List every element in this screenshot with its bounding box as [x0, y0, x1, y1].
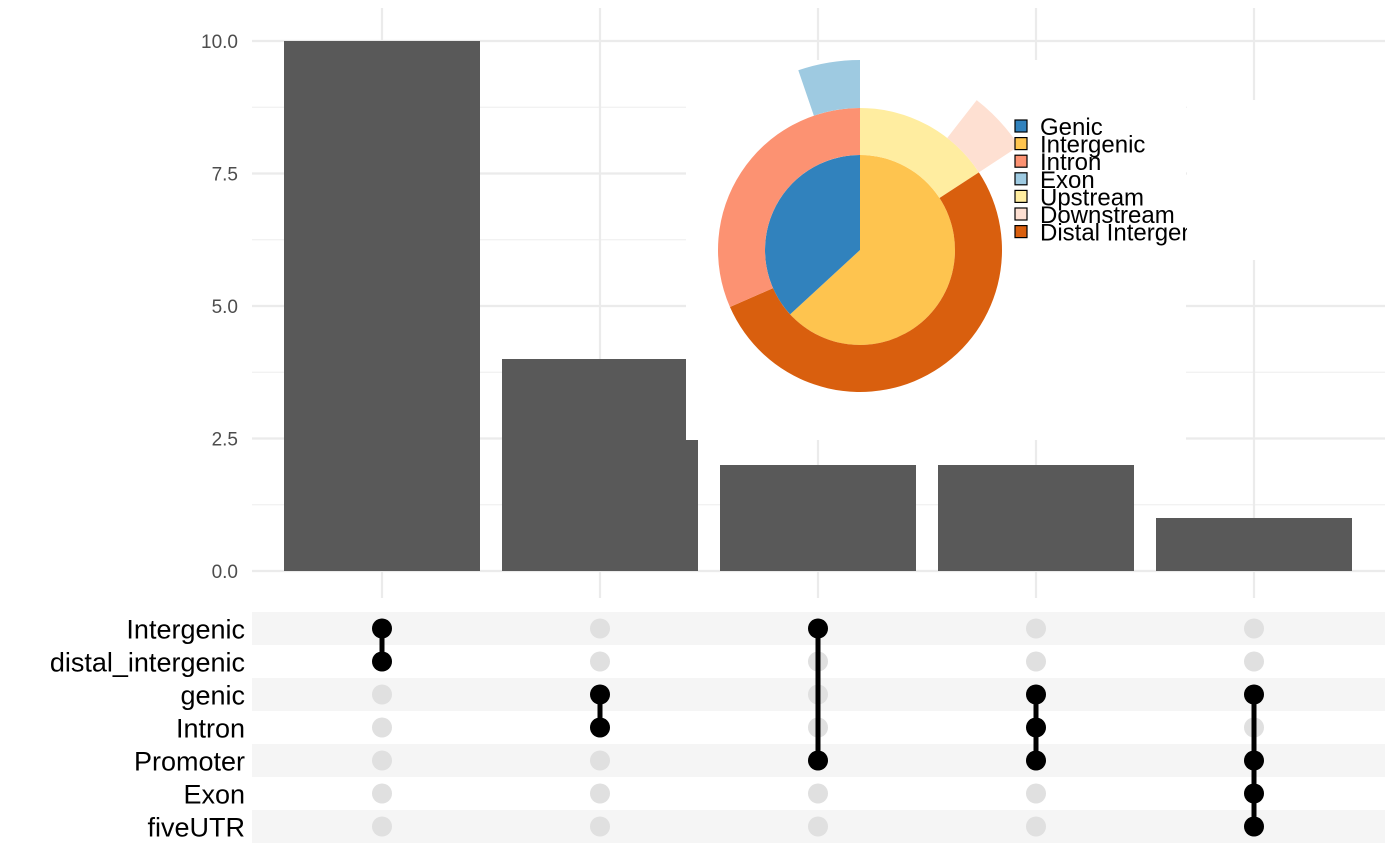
vennpie-inset: GenicIntergenicIntronExonUpstreamDownstr… — [686, 60, 1400, 440]
set-label: fiveUTR — [147, 813, 245, 843]
legend-key — [1014, 189, 1028, 203]
active-dot — [372, 618, 392, 639]
inactive-dot — [808, 816, 828, 837]
active-dot — [372, 651, 392, 672]
inactive-dot — [590, 651, 610, 672]
inactive-dot — [1026, 783, 1046, 804]
pie-slice-upstream — [860, 108, 979, 199]
set-label: Intergenic — [126, 615, 245, 645]
active-dot — [590, 684, 610, 705]
active-dot — [1244, 783, 1264, 804]
pie-slice-exon — [798, 60, 860, 116]
inactive-dot — [590, 750, 610, 771]
inactive-dot — [372, 684, 392, 705]
set-label: Intron — [176, 714, 245, 744]
inactive-dot — [590, 783, 610, 804]
inactive-dot — [1244, 618, 1264, 639]
inactive-dot — [1026, 816, 1046, 837]
active-dot — [1026, 750, 1046, 771]
active-dot — [1244, 816, 1264, 837]
active-dot — [1244, 750, 1264, 771]
pie-slice-intron — [718, 108, 860, 308]
intersection-bar — [502, 359, 698, 571]
pie-slice-downstream — [947, 100, 1020, 173]
inactive-dot — [590, 816, 610, 837]
legend-key — [1014, 207, 1028, 221]
inactive-dot — [372, 717, 392, 738]
intersection-bar — [938, 465, 1134, 571]
legend-key — [1014, 137, 1028, 151]
inactive-dot — [590, 618, 610, 639]
legend-key — [1014, 225, 1028, 239]
legend-label: Genic — [1040, 114, 1103, 141]
y-tick-label: 2.5 — [212, 430, 238, 451]
set-label: distal_intergenic — [50, 648, 245, 678]
y-tick-label: 0.0 — [212, 562, 238, 583]
legend-key — [1014, 154, 1028, 168]
legend-label: Intergenic — [1040, 132, 1145, 159]
inactive-dot — [1244, 651, 1264, 672]
active-dot — [808, 618, 828, 639]
active-dot — [1244, 684, 1264, 705]
pie-slice-intergenic — [790, 155, 956, 346]
inactive-dot — [808, 783, 828, 804]
legend-label: Intron — [1040, 149, 1101, 176]
legend-key — [1014, 172, 1028, 186]
set-membership-matrix: Intergenicdistal_intergenicgenicIntronPr… — [50, 612, 1385, 843]
pie-slice-genic — [765, 155, 860, 315]
y-tick-label: 10.0 — [201, 32, 238, 53]
legend-label: Downstream — [1040, 202, 1175, 229]
legend-label: Exon — [1040, 167, 1095, 194]
inactive-dot — [372, 750, 392, 771]
set-label: Exon — [183, 780, 245, 810]
active-dot — [1026, 684, 1046, 705]
pie-slice-distal-intergenic — [729, 172, 1003, 393]
intersection-bar — [720, 465, 916, 571]
legend-label: Upstream — [1040, 184, 1144, 211]
set-label: Promoter — [134, 747, 245, 777]
legend-clip — [1187, 100, 1400, 260]
inactive-dot — [372, 783, 392, 804]
active-dot — [590, 717, 610, 738]
intersection-bar — [1156, 518, 1352, 571]
y-tick-label: 5.0 — [212, 297, 238, 318]
legend-key — [1014, 119, 1028, 133]
inactive-dot — [1026, 651, 1046, 672]
active-dot — [1026, 717, 1046, 738]
inactive-dot — [1026, 618, 1046, 639]
active-dot — [808, 750, 828, 771]
legend-label: Distal Intergenic — [1040, 220, 1212, 247]
intersection-bar — [284, 41, 480, 571]
inactive-dot — [372, 816, 392, 837]
set-label: genic — [180, 681, 245, 711]
y-tick-label: 7.5 — [212, 165, 238, 186]
